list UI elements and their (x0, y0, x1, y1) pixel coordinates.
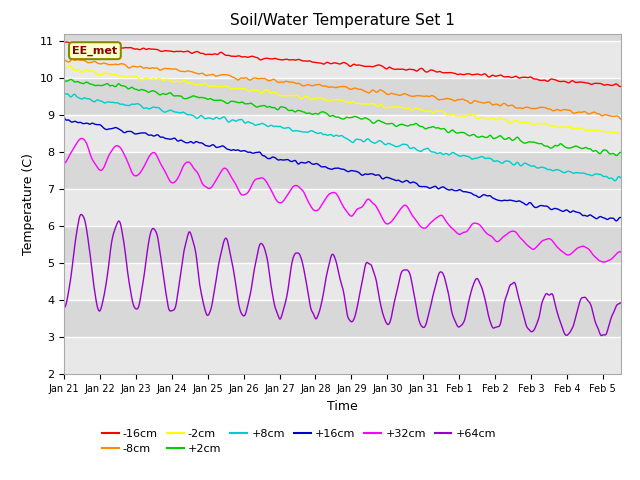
-2cm (60, 66, 68, 72)
+8cm (473, 155, 481, 161)
Y-axis label: Temperature (C): Temperature (C) (22, 153, 35, 255)
-8cm (63, 58, 70, 64)
Line: -16cm: -16cm (64, 42, 621, 86)
-2cm (298, 96, 306, 101)
-16cm (60, 39, 68, 45)
+64cm (474, 276, 481, 282)
+64cm (460, 318, 468, 324)
-16cm (617, 84, 625, 89)
+64cm (60, 305, 68, 311)
+2cm (617, 149, 625, 155)
Line: -2cm: -2cm (64, 66, 621, 133)
Text: EE_met: EE_met (72, 46, 118, 56)
+64cm (319, 291, 327, 297)
Bar (64, 41, 621, 78)
-2cm (474, 116, 481, 121)
+8cm (611, 178, 619, 184)
+8cm (63, 91, 70, 97)
Bar (64, 226, 621, 263)
-8cm (139, 65, 147, 71)
-8cm (474, 99, 481, 105)
Legend: -16cm, -8cm, -2cm, +2cm, +8cm, +16cm, +32cm, +64cm: -16cm, -8cm, -2cm, +2cm, +8cm, +16cm, +3… (97, 424, 500, 459)
+32cm (298, 187, 306, 193)
+32cm (60, 160, 68, 166)
+2cm (298, 108, 306, 114)
Line: +2cm: +2cm (64, 80, 621, 156)
-2cm (139, 77, 147, 83)
Bar (64, 152, 621, 189)
Line: +16cm: +16cm (64, 118, 621, 221)
+32cm (600, 259, 608, 265)
+64cm (63, 300, 70, 306)
+32cm (474, 221, 481, 227)
+16cm (617, 215, 625, 220)
+32cm (63, 158, 70, 164)
-8cm (298, 83, 306, 88)
-8cm (68, 57, 76, 62)
Bar (64, 337, 621, 374)
+8cm (460, 153, 467, 158)
+16cm (298, 159, 305, 165)
-2cm (63, 65, 70, 71)
+2cm (67, 77, 75, 83)
-16cm (460, 72, 468, 77)
-16cm (474, 71, 481, 77)
-2cm (319, 96, 327, 102)
-2cm (460, 113, 468, 119)
+64cm (298, 259, 306, 265)
+64cm (598, 333, 605, 338)
-16cm (61, 39, 69, 45)
Line: +64cm: +64cm (64, 215, 621, 336)
+32cm (460, 229, 468, 235)
Line: -8cm: -8cm (64, 60, 621, 119)
+64cm (77, 212, 85, 217)
+16cm (612, 218, 620, 224)
+16cm (63, 117, 70, 123)
+16cm (460, 189, 467, 194)
-8cm (617, 116, 625, 122)
-16cm (139, 46, 147, 51)
Bar (64, 115, 621, 152)
Bar (64, 78, 621, 115)
+32cm (319, 200, 327, 205)
+2cm (60, 79, 68, 85)
Title: Soil/Water Temperature Set 1: Soil/Water Temperature Set 1 (230, 13, 455, 28)
-16cm (298, 58, 306, 64)
X-axis label: Time: Time (327, 400, 358, 413)
+2cm (63, 78, 70, 84)
+2cm (612, 153, 620, 158)
+16cm (319, 164, 326, 170)
-8cm (60, 57, 68, 63)
Bar (64, 263, 621, 300)
Bar (64, 4, 621, 41)
+8cm (60, 91, 68, 96)
+8cm (319, 132, 326, 137)
+2cm (460, 130, 468, 135)
-8cm (319, 83, 327, 89)
Line: +8cm: +8cm (64, 94, 621, 181)
+8cm (298, 129, 305, 134)
+8cm (617, 175, 625, 181)
+32cm (617, 249, 625, 255)
-2cm (616, 131, 623, 136)
+64cm (617, 300, 625, 306)
+8cm (138, 104, 146, 109)
+16cm (473, 193, 481, 199)
+32cm (139, 166, 147, 172)
+32cm (78, 135, 86, 141)
Bar (64, 300, 621, 337)
+2cm (139, 87, 147, 93)
Line: +32cm: +32cm (64, 138, 621, 262)
-8cm (460, 97, 468, 103)
+2cm (319, 109, 327, 115)
-16cm (319, 61, 327, 67)
-2cm (617, 131, 625, 136)
+64cm (139, 282, 147, 288)
Bar (64, 189, 621, 226)
+2cm (474, 134, 481, 140)
-16cm (63, 39, 71, 45)
+16cm (60, 115, 68, 120)
-2cm (66, 63, 74, 69)
+16cm (138, 130, 146, 136)
